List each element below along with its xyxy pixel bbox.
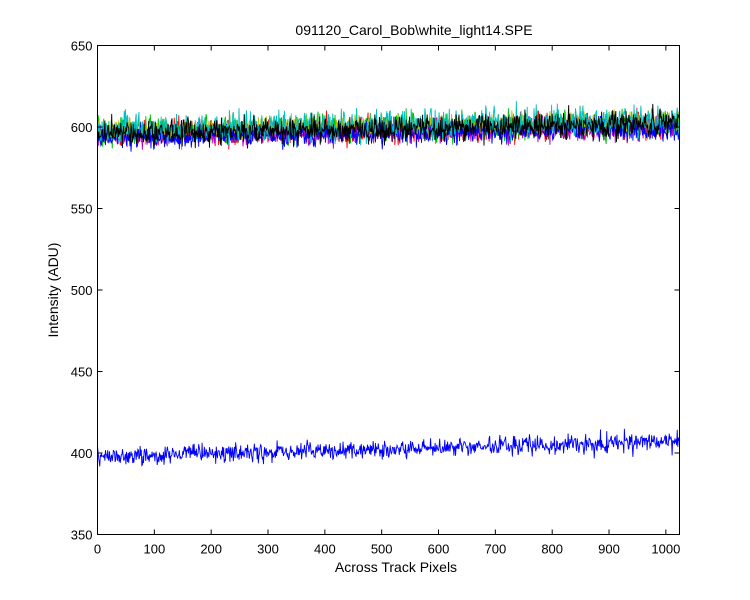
plot-layer	[97, 101, 680, 467]
x-tick-label: 900	[598, 542, 620, 557]
x-tick-label: 0	[94, 542, 101, 557]
x-tick-label: 200	[200, 542, 222, 557]
y-tick-label: 600	[71, 120, 93, 135]
y-tick-label: 550	[71, 202, 93, 217]
x-tick-label: 700	[485, 542, 507, 557]
series-line-7	[97, 103, 680, 149]
x-tick-label: 300	[257, 542, 279, 557]
x-tick-label: 800	[541, 542, 563, 557]
x-tick-label: 600	[428, 542, 450, 557]
series-line-8	[97, 428, 680, 467]
y-tick-label: 450	[71, 365, 93, 380]
y-axis-label: Intensity (ADU)	[45, 243, 61, 338]
x-tick-label: 400	[314, 542, 336, 557]
x-tick-label: 1000	[651, 542, 680, 557]
x-tick-label: 500	[371, 542, 393, 557]
x-axis-label: Across Track Pixels	[335, 559, 457, 575]
x-tick-label: 100	[143, 542, 165, 557]
y-tick-label: 650	[71, 39, 93, 54]
y-tick-label: 400	[71, 446, 93, 461]
y-tick-label: 350	[71, 528, 93, 543]
y-tick-label: 500	[71, 283, 93, 298]
chart-title: 091120_Carol_Bob\white_light14.SPE	[295, 22, 532, 38]
ticks-layer: 0 100 200 300 400 500 600 700 800 900 1000 350 400 45…	[71, 39, 681, 557]
